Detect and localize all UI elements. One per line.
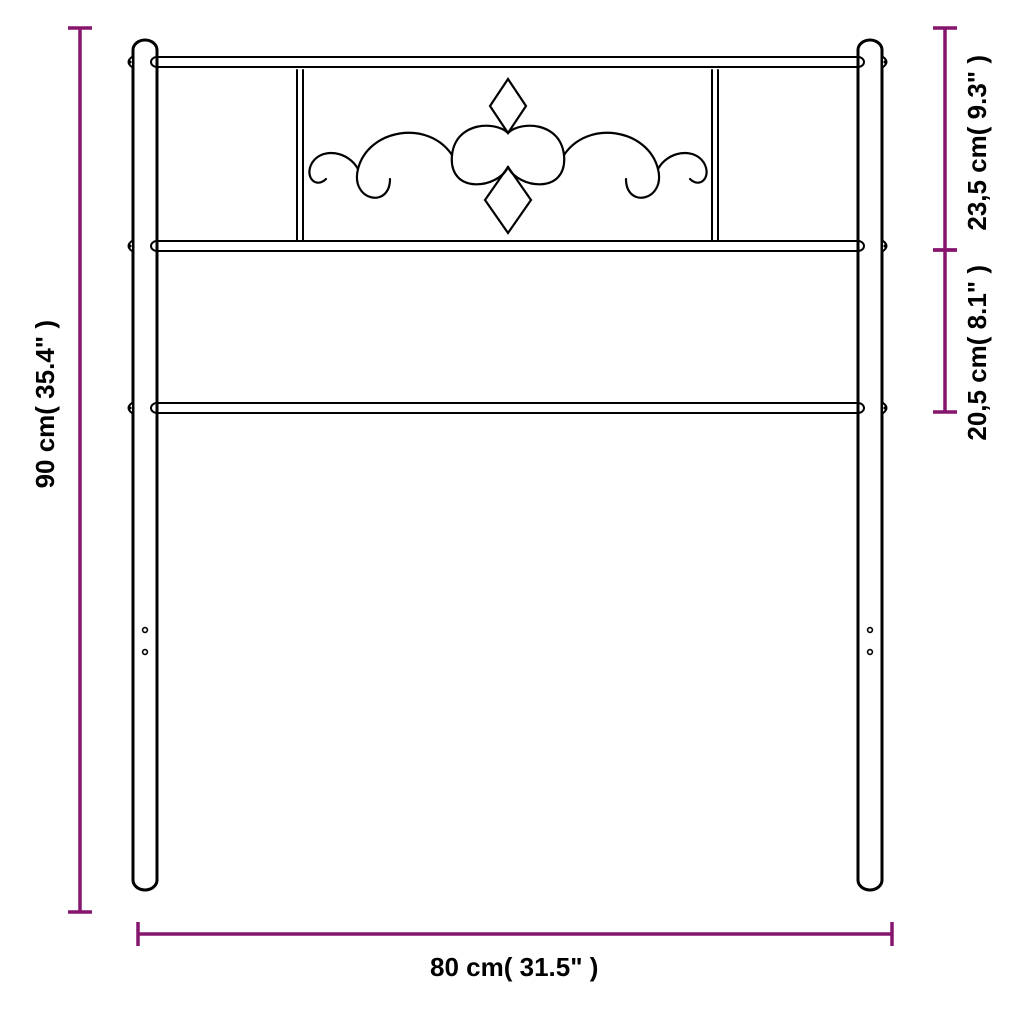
dim-width-label: 80 cm( 31.5" ) <box>430 952 598 983</box>
dim-height-label: 90 cm( 35.4" ) <box>30 320 61 488</box>
dim-mid-label: 20,5 cm( 8.1" ) <box>962 265 993 441</box>
dim-top-label: 23,5 cm( 9.3" ) <box>962 55 993 231</box>
headboard-diagram <box>0 0 1024 1024</box>
diagram-stage: 90 cm( 35.4" ) 80 cm( 31.5" ) 23,5 cm( 9… <box>0 0 1024 1024</box>
